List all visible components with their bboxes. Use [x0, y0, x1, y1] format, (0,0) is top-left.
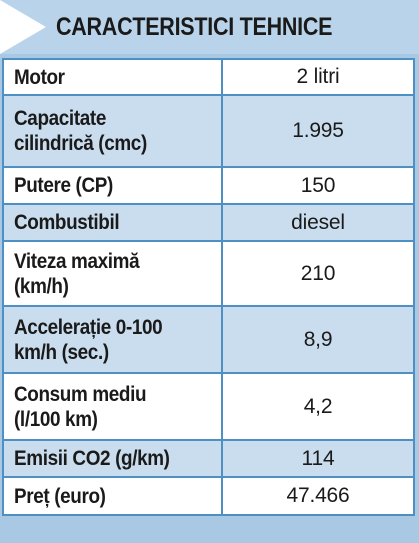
spec-value: 114	[221, 439, 415, 478]
spec-label: Combustibil	[2, 203, 223, 242]
spec-label: Consum mediu (l/100 km)	[2, 372, 223, 441]
spec-row-motor: Motor 2 litri	[2, 58, 415, 96]
spec-value: 47.466	[221, 476, 415, 516]
specs-header: CARACTERISTICI TEHNICE	[0, 0, 419, 54]
spec-row-pret: Preț (euro) 47.466	[2, 476, 415, 516]
spec-label: Preț (euro)	[2, 476, 223, 516]
spec-row-capacitate: Capacitate cilindrică (cmc) 1.995	[2, 94, 415, 168]
spec-row-putere: Putere (CP) 150	[2, 166, 415, 205]
spec-value: 4,2	[221, 372, 415, 441]
spec-label: Capacitate cilindrică (cmc)	[2, 94, 223, 168]
specs-title: CARACTERISTICI TEHNICE	[56, 13, 333, 41]
spec-value: diesel	[221, 203, 415, 242]
spec-row-consum: Consum mediu (l/100 km) 4,2	[2, 372, 415, 441]
specs-table: Motor 2 litri Capacitate cilindrică (cmc…	[2, 58, 415, 516]
spec-label: Viteza maximă (km/h)	[2, 240, 223, 307]
spec-label: Accelerație 0-100 km/h (sec.)	[2, 305, 223, 374]
spec-value: 2 litri	[221, 58, 415, 96]
spec-label: Putere (CP)	[2, 166, 223, 205]
spec-label: Motor	[2, 58, 223, 96]
spec-value: 1.995	[221, 94, 415, 168]
spec-row-emisii: Emisii CO2 (g/km) 114	[2, 439, 415, 478]
spec-value: 8,9	[221, 305, 415, 374]
spec-row-combustibil: Combustibil diesel	[2, 203, 415, 242]
spec-row-acceleratie: Accelerație 0-100 km/h (sec.) 8,9	[2, 305, 415, 374]
spec-row-viteza: Viteza maximă (km/h) 210	[2, 240, 415, 307]
spec-label: Emisii CO2 (g/km)	[2, 439, 223, 478]
arrow-icon	[0, 0, 46, 54]
spec-value: 210	[221, 240, 415, 307]
spec-value: 150	[221, 166, 415, 205]
